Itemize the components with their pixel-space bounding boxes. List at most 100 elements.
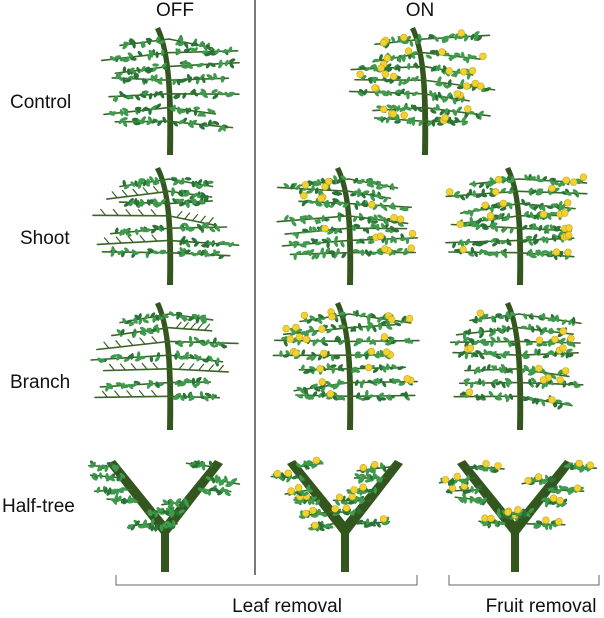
fruit-icon: [401, 112, 408, 119]
fruit-icon: [449, 485, 456, 492]
fruit-icon: [357, 71, 364, 78]
leaf-icon: [181, 92, 187, 100]
tree-half-off: [89, 459, 240, 572]
leaf-icon: [99, 472, 104, 479]
fruit-icon: [570, 179, 577, 186]
fruit-icon: [495, 463, 502, 470]
fruit-icon: [587, 462, 594, 469]
row-label-branch: Branch: [10, 372, 70, 394]
fruit-icon: [296, 334, 303, 341]
fruit-icon: [336, 494, 343, 501]
leaf-removal-brace: [116, 575, 417, 585]
fruit-icon: [390, 111, 397, 118]
fruit-icon: [557, 497, 564, 504]
fruit-icon: [381, 334, 388, 341]
fruit-icon: [487, 212, 494, 219]
fruit-icon: [293, 350, 300, 357]
fruit-icon: [317, 365, 324, 372]
fruit-icon: [580, 174, 587, 181]
leaf-icon: [480, 365, 487, 373]
fruit-icon: [482, 202, 489, 209]
fruit-icon: [321, 350, 328, 357]
fruit-icon: [466, 389, 473, 396]
fruit-icon: [536, 337, 543, 344]
leaf-icon: [367, 325, 370, 332]
tree-icon: [155, 27, 173, 155]
leaf-icon: [537, 175, 540, 182]
tree-half-leaf-removal: [271, 457, 403, 572]
leaf-icon: [545, 237, 549, 244]
fruit-icon: [454, 473, 461, 480]
fruit-icon: [458, 30, 465, 37]
row-label-half-tree: Half-tree: [2, 496, 75, 518]
fruit-icon: [397, 216, 404, 223]
fruit-icon: [380, 516, 387, 523]
leaf-icon: [407, 63, 411, 70]
fruit-icon: [460, 246, 467, 253]
leaf-icon: [211, 88, 219, 94]
fruit-icon: [303, 336, 310, 343]
fruit-icon: [300, 192, 307, 199]
tree-branch-fruit-removal: [451, 302, 583, 430]
fruit-icon: [360, 464, 367, 471]
leaf-icon: [567, 381, 575, 386]
leaf-icon: [522, 313, 528, 321]
row-label-shoot: Shoot: [20, 228, 70, 250]
fruit-icon: [313, 457, 320, 464]
fruit-icon: [368, 348, 375, 355]
fruit-icon: [283, 325, 290, 332]
fruit-icon: [293, 324, 300, 331]
leaf-icon: [472, 180, 476, 187]
fruit-icon: [564, 199, 571, 206]
leaf-icon: [188, 353, 195, 360]
leaf-icon: [194, 109, 198, 116]
fruit-icon: [301, 312, 308, 319]
fruit-icon: [464, 106, 471, 113]
fruit-icon: [560, 345, 567, 352]
fruit-icon: [319, 326, 326, 333]
leaf-icon: [466, 57, 469, 64]
fruit-icon: [332, 506, 339, 513]
fruit-icon: [561, 210, 568, 217]
leaf-icon: [197, 62, 205, 68]
fruit-icon: [467, 345, 474, 352]
leaf-icon: [150, 75, 154, 82]
fruit-icon: [409, 230, 416, 237]
leaf-icon: [367, 240, 374, 244]
fruit-icon: [377, 233, 384, 240]
leaf-icon: [307, 199, 315, 205]
fruit-icon: [562, 368, 569, 375]
tree-shoot-off: [93, 167, 239, 285]
leaf-icon: [185, 177, 192, 181]
fruit-icon: [557, 377, 564, 384]
footer-leaf-removal: Leaf removal: [232, 596, 342, 618]
tree-icon: [505, 167, 523, 285]
fruit-icon: [382, 71, 389, 78]
fruit-icon: [488, 515, 495, 522]
fruit-icon: [574, 485, 581, 492]
fruit-icon: [565, 232, 572, 239]
fruit-icon: [390, 73, 397, 80]
fruit-icon: [408, 245, 415, 252]
fruit-icon: [368, 201, 375, 208]
fruit-icon: [483, 460, 490, 467]
footer-fruit-removal: Fruit removal: [486, 596, 597, 618]
fruit-icon: [492, 188, 499, 195]
fruit-icon: [543, 517, 550, 524]
fruit-icon: [380, 39, 387, 46]
leaf-icon: [193, 106, 200, 110]
fruit-icon: [540, 211, 547, 218]
fruit-icon: [560, 328, 567, 335]
fruit-icon: [454, 91, 461, 98]
fruit-icon: [550, 495, 557, 502]
leaf-icon: [359, 250, 366, 255]
fruit-icon: [442, 476, 449, 483]
fruit-icon: [477, 310, 484, 317]
leaf-icon: [525, 235, 532, 239]
fruit-icon: [525, 477, 532, 484]
fruit-icon: [469, 67, 476, 74]
fruit-icon: [310, 507, 317, 514]
fruit-icon: [302, 182, 309, 189]
fruit-icon: [371, 461, 378, 468]
